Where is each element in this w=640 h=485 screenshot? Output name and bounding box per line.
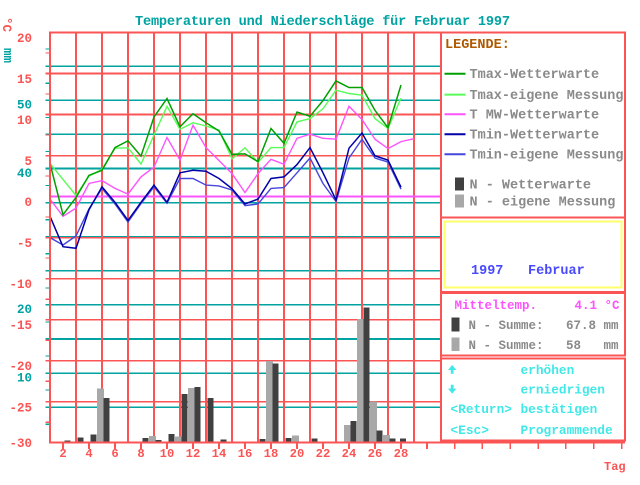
svg-text:2: 2 bbox=[59, 447, 66, 461]
svg-text:10: 10 bbox=[160, 447, 175, 461]
svg-text:Mitteltemp. 4.1 °C: Mitteltemp. 4.1 °C bbox=[455, 299, 621, 313]
svg-text:N - eigene Messung: N - eigene Messung bbox=[470, 196, 616, 211]
svg-text:28: 28 bbox=[394, 447, 409, 461]
svg-text:Programmende: Programmende bbox=[521, 423, 613, 438]
svg-text:10: 10 bbox=[17, 371, 32, 385]
svg-text:Tmin-Wetterwarte: Tmin-Wetterwarte bbox=[470, 129, 600, 144]
svg-text:20: 20 bbox=[290, 447, 305, 461]
svg-text:-30: -30 bbox=[9, 437, 32, 451]
svg-text:40: 40 bbox=[17, 167, 32, 181]
svg-text:<Return>: <Return> bbox=[451, 402, 513, 417]
svg-text:5: 5 bbox=[24, 155, 32, 169]
svg-text:T MW-Wetterwarte: T MW-Wetterwarte bbox=[470, 109, 600, 124]
svg-text:°C: °C bbox=[0, 17, 13, 33]
svg-text:Tag: Tag bbox=[604, 460, 626, 474]
svg-text:Tmin-eigene Messung: Tmin-eigene Messung bbox=[470, 149, 624, 164]
svg-text:-10: -10 bbox=[9, 278, 32, 292]
svg-text:N - Summe: 67.8 mm: N - Summe: 67.8 mm bbox=[469, 319, 620, 333]
svg-text:<Esc>: <Esc> bbox=[451, 423, 490, 438]
svg-text:Tmax-Wetterwarte: Tmax-Wetterwarte bbox=[470, 68, 600, 83]
svg-text:N - Summe: 58 mm: N - Summe: 58 mm bbox=[469, 339, 620, 353]
svg-text:Temperaturen und Niederschläge: Temperaturen und Niederschläge für Febru… bbox=[135, 15, 510, 30]
svg-text:1997: 1997 bbox=[471, 264, 503, 279]
svg-text:erhöhen: erhöhen bbox=[521, 363, 575, 378]
svg-text:8: 8 bbox=[137, 447, 144, 461]
svg-text:4: 4 bbox=[85, 447, 92, 461]
svg-text:N - Wetterwarte: N - Wetterwarte bbox=[470, 179, 592, 194]
svg-text:18: 18 bbox=[264, 447, 279, 461]
svg-text:20: 20 bbox=[17, 303, 32, 317]
svg-text:bestätigen: bestätigen bbox=[521, 402, 598, 417]
svg-text:15: 15 bbox=[17, 73, 32, 87]
svg-text:24: 24 bbox=[342, 447, 357, 461]
svg-text:14: 14 bbox=[212, 447, 227, 461]
svg-text:22: 22 bbox=[316, 447, 331, 461]
svg-text:-20: -20 bbox=[9, 360, 32, 374]
svg-text:erniedrigen: erniedrigen bbox=[521, 383, 605, 398]
svg-text:0: 0 bbox=[24, 196, 32, 210]
svg-text:16: 16 bbox=[238, 447, 253, 461]
svg-text:-5: -5 bbox=[17, 237, 32, 251]
svg-text:10: 10 bbox=[17, 114, 32, 128]
svg-text:6: 6 bbox=[111, 447, 118, 461]
svg-text:-25: -25 bbox=[9, 401, 32, 415]
svg-text:50: 50 bbox=[17, 99, 32, 113]
svg-text:-15: -15 bbox=[9, 319, 32, 333]
svg-text:LEGENDE:: LEGENDE: bbox=[445, 38, 510, 53]
svg-text:Februar: Februar bbox=[528, 264, 585, 279]
svg-text:mm: mm bbox=[0, 48, 14, 64]
svg-text:26: 26 bbox=[368, 447, 383, 461]
svg-text:Tmax-eigene Messung: Tmax-eigene Messung bbox=[470, 89, 624, 104]
svg-text:12: 12 bbox=[186, 447, 201, 461]
svg-text:20: 20 bbox=[17, 32, 32, 46]
